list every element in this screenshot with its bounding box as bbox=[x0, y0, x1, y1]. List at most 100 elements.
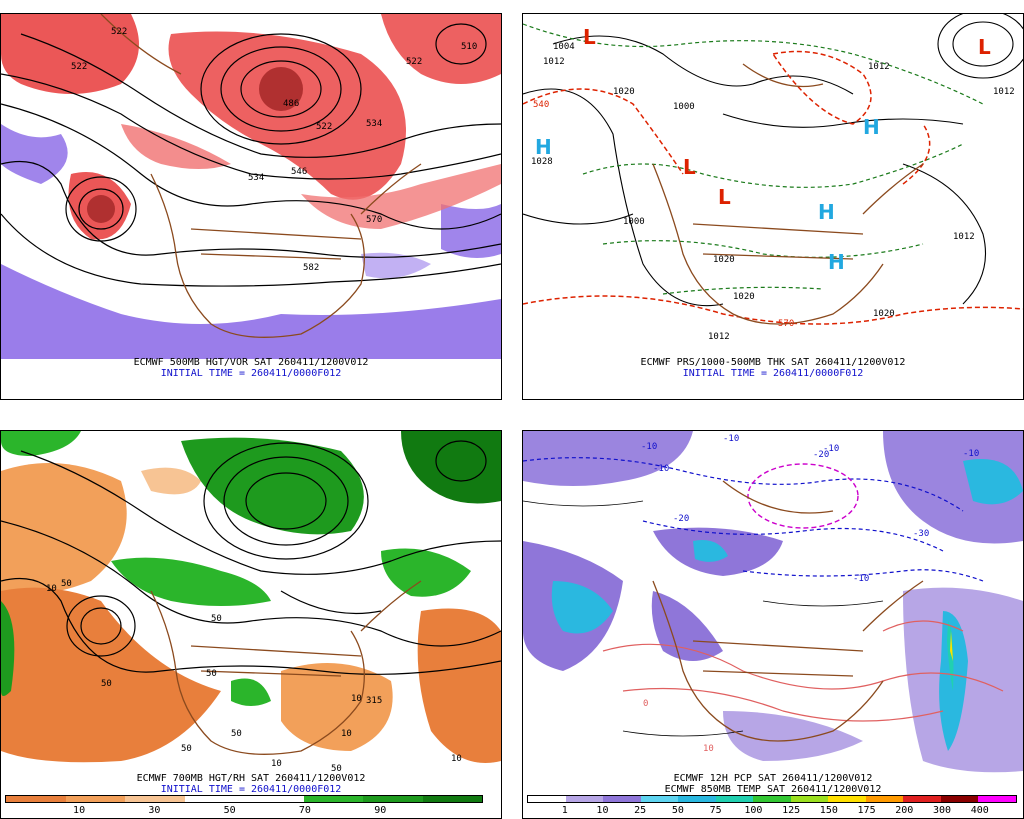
map-pressure: L L L L H H H H 1004 1012 1020 1028 1000… bbox=[523, 14, 1023, 399]
low-center-marker: L bbox=[718, 185, 731, 209]
colorbar-tick-label: 1 bbox=[561, 805, 568, 816]
contour-label: 522 bbox=[406, 57, 422, 67]
colorbar-tick-label: 75 bbox=[709, 805, 722, 816]
contour-label: -10 bbox=[963, 449, 979, 459]
contour-label: 50 bbox=[331, 764, 342, 774]
contour-label: 1028 bbox=[531, 157, 553, 167]
map-frame: -10 -10 -10 -20 -10 -10 -30 -20 -10 0 10… bbox=[522, 430, 1024, 819]
map-frame: L L L L H H H H 1004 1012 1020 1028 1000… bbox=[522, 13, 1024, 400]
contour-label: 1012 bbox=[993, 87, 1015, 97]
colorbar-segment bbox=[422, 796, 482, 802]
contour-label: 522 bbox=[71, 62, 87, 72]
panel-title: ECMWF 12H PCP SAT 260411/1200V012 bbox=[673, 773, 873, 784]
contour-label: 10 bbox=[703, 744, 714, 754]
contour-label: 10 bbox=[341, 729, 352, 739]
rh-colorbar bbox=[5, 795, 483, 803]
contour-label: 582 bbox=[303, 263, 319, 273]
colorbar-tick-label: 10 bbox=[73, 805, 86, 816]
contour-label: -10 bbox=[853, 574, 869, 584]
rh-colorbar-ticks: 10 30 50 70 90 bbox=[5, 805, 483, 817]
colorbar-tick-label: 90 bbox=[374, 805, 387, 816]
colorbar-segment bbox=[303, 796, 363, 802]
colorbar-tick-label: 30 bbox=[148, 805, 161, 816]
contour-label: 1012 bbox=[708, 332, 730, 342]
panel-title: ECMWF 700MB HGT/RH SAT 260411/1200V012 bbox=[136, 773, 366, 784]
colorbar-segment bbox=[6, 796, 66, 802]
colorbar-segment bbox=[865, 796, 904, 802]
panel-500mb-height-vorticity: 522 522 486 522 534 546 534 570 582 510 … bbox=[0, 0, 502, 400]
colorbar-segment bbox=[940, 796, 979, 802]
contour-label: -10 bbox=[653, 464, 669, 474]
colorbar-tick-label: 300 bbox=[932, 805, 952, 816]
colorbar-segment bbox=[244, 796, 304, 802]
initial-time: INITIAL TIME = 260411/0000F012 bbox=[160, 784, 342, 795]
colorbar-tick-label: 100 bbox=[744, 805, 763, 816]
contour-label: 1020 bbox=[713, 255, 735, 265]
map-precip: -10 -10 -10 -20 -10 -10 -30 -20 -10 0 10 bbox=[523, 431, 1023, 776]
contour-label: -30 bbox=[913, 529, 929, 539]
contour-label: 10 bbox=[451, 754, 462, 764]
contour-label: 1012 bbox=[543, 57, 565, 67]
low-center-marker: L bbox=[978, 35, 991, 59]
contour-label: -10 bbox=[641, 442, 657, 452]
contour-label: 0 bbox=[643, 699, 648, 709]
colorbar-segment bbox=[125, 796, 185, 802]
low-center-marker: L bbox=[583, 25, 596, 49]
map-500mb: 522 522 486 522 534 546 534 570 582 510 … bbox=[1, 14, 501, 399]
colorbar-segment bbox=[640, 796, 679, 802]
contour-label: 10 bbox=[46, 584, 57, 594]
colorbar-tick-label: 175 bbox=[857, 805, 876, 816]
contour-label: 534 bbox=[248, 173, 264, 183]
contour-label: 1020 bbox=[613, 87, 635, 97]
panel-precip-850mb-temp: -10 -10 -10 -20 -10 -10 -30 -20 -10 0 10… bbox=[522, 418, 1024, 819]
colorbar-segment bbox=[528, 796, 566, 802]
contour-label: 10 bbox=[351, 694, 362, 704]
map-frame: 50 10 50 10 50 315 10 50 50 10 50 50 10 … bbox=[0, 430, 502, 819]
contour-label: 1020 bbox=[733, 292, 755, 302]
contour-label: 1012 bbox=[953, 232, 975, 242]
colorbar-segment bbox=[828, 796, 866, 802]
contour-label: 546 bbox=[291, 167, 307, 177]
contour-label: -10 bbox=[823, 444, 839, 454]
contour-label: -20 bbox=[673, 514, 689, 524]
map-700mb: 50 10 50 10 50 315 10 50 50 10 50 50 10 bbox=[1, 431, 501, 776]
contour-label: 50 bbox=[181, 744, 192, 754]
colorbar-segment bbox=[903, 796, 941, 802]
low-center-marker: L bbox=[683, 155, 696, 179]
colorbar-segment bbox=[184, 796, 244, 802]
colorbar-segment bbox=[790, 796, 829, 802]
contour-label: 1020 bbox=[873, 309, 895, 319]
colorbar-tick-label: 200 bbox=[895, 805, 914, 816]
contour-label: 522 bbox=[316, 122, 332, 132]
colorbar-tick-label: 150 bbox=[819, 805, 838, 816]
contour-label: 50 bbox=[211, 614, 222, 624]
map-frame: 522 522 486 522 534 546 534 570 582 510 … bbox=[0, 13, 502, 400]
colorbar-segment bbox=[753, 796, 791, 802]
colorbar-tick-label: 50 bbox=[223, 805, 236, 816]
contour-label: 315 bbox=[366, 696, 382, 706]
panel-pressure-thickness: L L L L H H H H 1004 1012 1020 1028 1000… bbox=[522, 0, 1024, 400]
contour-label: -10 bbox=[723, 434, 739, 444]
contour-label: 50 bbox=[61, 579, 72, 589]
high-center-marker: H bbox=[828, 250, 845, 274]
colorbar-tick-label: 50 bbox=[671, 805, 684, 816]
high-center-marker: H bbox=[818, 200, 835, 224]
contour-label: 50 bbox=[231, 729, 242, 739]
colorbar-segment bbox=[678, 796, 716, 802]
contour-label: 486 bbox=[283, 99, 299, 109]
contour-label: 1000 bbox=[673, 102, 695, 112]
contour-label: 10 bbox=[271, 759, 282, 769]
colorbar-segment bbox=[603, 796, 641, 802]
contour-label: 534 bbox=[366, 119, 382, 129]
contour-label: 570 bbox=[778, 319, 794, 329]
initial-time: INITIAL TIME = 260411/0000F012 bbox=[160, 368, 342, 379]
colorbar-tick-label: 125 bbox=[782, 805, 801, 816]
contour-label: 570 bbox=[366, 215, 382, 225]
colorbar-segment bbox=[363, 796, 423, 802]
contour-label: 522 bbox=[111, 27, 127, 37]
contour-label: 1000 bbox=[623, 217, 645, 227]
high-center-marker: H bbox=[535, 135, 552, 159]
panel-subtitle: ECMWF 850MB TEMP SAT 260411/1200V012 bbox=[664, 784, 882, 795]
panel-700mb-height-rh: 50 10 50 10 50 315 10 50 50 10 50 50 10 … bbox=[0, 418, 502, 819]
colorbar-segment bbox=[978, 796, 1016, 802]
